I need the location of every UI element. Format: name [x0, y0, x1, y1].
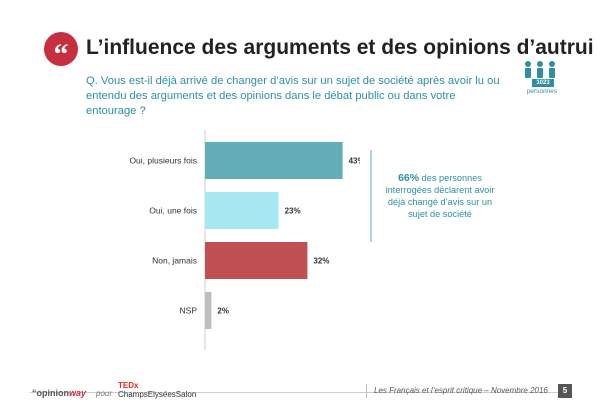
- survey-question: Q. Vous est-il déjà arrivé de changer d’…: [86, 75, 500, 117]
- sample-count: 1023: [532, 79, 554, 87]
- tedx-event-name: ChampsElyséesSalon: [118, 390, 197, 399]
- callout-text: 66% des personnes interrogées déclarent …: [380, 172, 500, 220]
- footer-separator: [366, 384, 367, 398]
- page-title: L’influence des arguments et des opinion…: [86, 36, 594, 59]
- value-label-2: 32%: [313, 257, 329, 266]
- callout-divider: [370, 150, 372, 242]
- people-icon: [525, 61, 555, 78]
- sample-label: personnes: [526, 88, 558, 95]
- callout-body: des personnes interrogées déclarent avoi…: [385, 173, 495, 219]
- category-label-0: Oui, plusieurs fois: [129, 156, 197, 166]
- category-label-3: NSP: [180, 306, 198, 316]
- callout-highlight: 66%: [398, 172, 420, 184]
- bar-0: [205, 142, 343, 179]
- category-label-1: Oui, une fois: [149, 206, 197, 216]
- footer-rule: [30, 392, 570, 393]
- bar-1: [205, 192, 279, 229]
- bar-3: [205, 292, 212, 329]
- opinionway-logo: “opinionway: [32, 388, 86, 398]
- bar-2: [205, 242, 308, 279]
- quote-icon: “: [44, 32, 78, 71]
- category-label-2: Non, jamais: [152, 256, 197, 266]
- footer-pour: pour: [96, 389, 113, 398]
- page-number: 5: [558, 384, 572, 398]
- bar-chart: Oui, plusieurs fois 43% Oui, une fois 23% No…: [129, 130, 360, 350]
- brand-suffix: way: [69, 388, 87, 398]
- value-label-1: 23%: [285, 207, 301, 216]
- tedx-logo: TEDx: [118, 381, 139, 390]
- brand-prefix: “opinion: [32, 388, 69, 398]
- value-label-3: 2%: [217, 307, 229, 316]
- footer-caption: Les Français et l’esprit critique – Nove…: [374, 386, 548, 395]
- value-label-0: 43%: [349, 157, 360, 166]
